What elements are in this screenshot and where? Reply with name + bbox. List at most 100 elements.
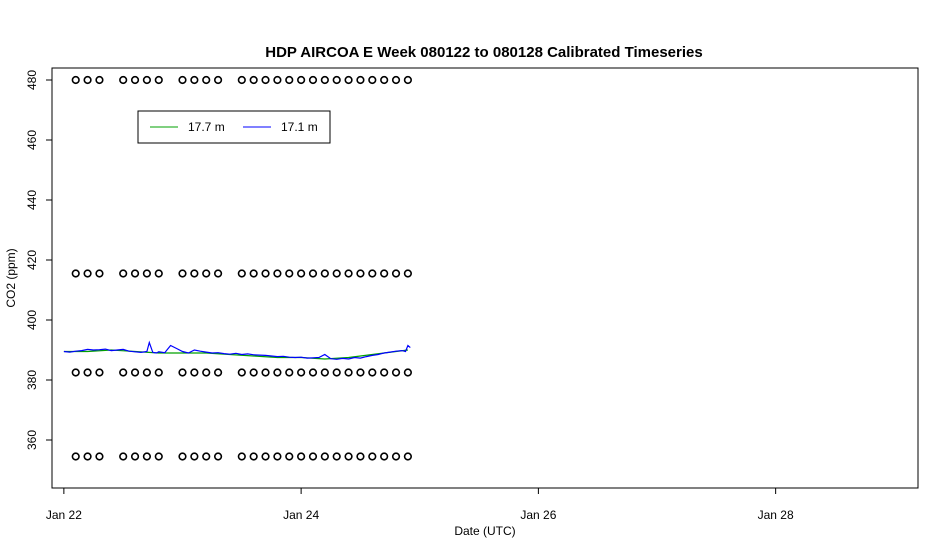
calibration-marker — [213, 75, 223, 85]
y-tick-label: 400 — [25, 310, 39, 330]
calibration-marker — [178, 452, 187, 461]
y-tick-label: 420 — [25, 250, 39, 270]
calibration-marker — [320, 75, 329, 85]
calibration-marker — [213, 452, 223, 461]
calibration-marker — [332, 452, 341, 461]
calibration-marker — [391, 452, 401, 461]
calibration-marker — [285, 368, 294, 377]
calibration-marker — [403, 269, 412, 278]
calibration-marker — [213, 269, 223, 278]
calibration-marker — [380, 75, 389, 85]
calibration-marker — [273, 368, 282, 377]
calibration-marker — [249, 269, 258, 278]
calibration-marker — [83, 75, 92, 85]
calibration-marker — [285, 75, 294, 85]
calibration-marker — [261, 368, 270, 377]
y-tick-label: 380 — [25, 370, 39, 390]
calibration-marker — [178, 269, 187, 278]
calibration-marker — [154, 452, 163, 461]
calibration-marker — [119, 269, 128, 278]
calibration-marker — [332, 269, 341, 278]
calibration-marker — [142, 368, 152, 377]
calibration-marker — [83, 452, 92, 461]
calibration-marker — [202, 452, 211, 461]
x-tick-label: Jan 26 — [520, 508, 556, 522]
x-tick-label: Jan 28 — [758, 508, 794, 522]
calibration-marker — [213, 368, 223, 377]
calibration-marker — [368, 452, 377, 461]
calibration-marker — [261, 269, 270, 278]
calibration-marker — [154, 368, 163, 377]
calibration-marker — [261, 75, 270, 85]
x-tick-label: Jan 24 — [283, 508, 319, 522]
calibration-marker — [368, 269, 377, 278]
calibration-marker — [308, 269, 318, 278]
legend-label-17-7m: 17.7 m — [188, 120, 225, 134]
calibration-marker — [237, 452, 246, 461]
y-tick-label: 460 — [25, 130, 39, 150]
y-tick-label: 480 — [25, 70, 39, 90]
calibration-marker — [142, 269, 152, 278]
calibration-marker — [178, 368, 187, 377]
legend-label-17-1m: 17.1 m — [281, 120, 318, 134]
calibration-marker — [285, 269, 294, 278]
calibration-marker — [95, 452, 104, 461]
calibration-markers — [71, 75, 412, 461]
calibration-marker — [190, 75, 199, 85]
calibration-marker — [95, 368, 104, 377]
calibration-marker — [308, 75, 318, 85]
y-axis: 360 380 400 420 440 460 480 — [25, 70, 52, 450]
calibration-marker — [332, 368, 341, 377]
calibration-marker — [356, 452, 365, 461]
calibration-marker — [71, 269, 80, 278]
calibration-marker — [356, 75, 365, 85]
calibration-marker — [320, 269, 329, 278]
calibration-marker — [403, 75, 412, 85]
calibration-marker — [297, 368, 306, 377]
calibration-marker — [190, 452, 199, 461]
calibration-marker — [273, 452, 282, 461]
calibration-marker — [297, 269, 306, 278]
calibration-marker — [261, 452, 270, 461]
calibration-marker — [249, 452, 258, 461]
calibration-marker — [368, 75, 377, 85]
chart-title: HDP AIRCOA E Week 080122 to 080128 Calib… — [265, 44, 702, 61]
x-axis: Jan 22 Jan 24 Jan 26 Jan 28 — [46, 488, 794, 522]
calibration-marker — [344, 452, 353, 461]
calibration-marker — [332, 75, 341, 85]
calibration-marker — [119, 452, 128, 461]
series-lines — [63, 340, 411, 360]
calibration-marker — [154, 269, 163, 278]
calibration-marker — [95, 75, 104, 85]
calibration-marker — [380, 269, 389, 278]
y-tick-label: 360 — [25, 430, 39, 450]
calibration-marker — [130, 452, 140, 461]
calibration-marker — [237, 75, 246, 85]
y-tick-label: 440 — [25, 190, 39, 210]
calibration-marker — [380, 368, 389, 377]
calibration-marker — [391, 75, 401, 85]
calibration-marker — [308, 452, 318, 461]
calibration-marker — [285, 452, 294, 461]
calibration-marker — [403, 368, 412, 377]
calibration-marker — [130, 75, 140, 85]
calibration-marker — [237, 368, 246, 377]
calibration-marker — [202, 75, 211, 85]
calibration-marker — [119, 368, 128, 377]
calibration-marker — [83, 269, 92, 278]
calibration-marker — [297, 452, 306, 461]
calibration-marker — [403, 452, 412, 461]
calibration-marker — [178, 75, 187, 85]
calibration-marker — [119, 75, 128, 85]
calibration-marker — [356, 368, 365, 377]
calibration-marker — [142, 75, 152, 85]
calibration-marker — [154, 75, 163, 85]
calibration-marker — [190, 269, 199, 278]
series-line-17-1m — [63, 340, 411, 360]
x-tick-label: Jan 22 — [46, 508, 82, 522]
legend: 17.7 m 17.1 m — [137, 110, 331, 144]
calibration-marker — [190, 368, 199, 377]
calibration-marker — [344, 368, 353, 377]
calibration-marker — [237, 269, 246, 278]
